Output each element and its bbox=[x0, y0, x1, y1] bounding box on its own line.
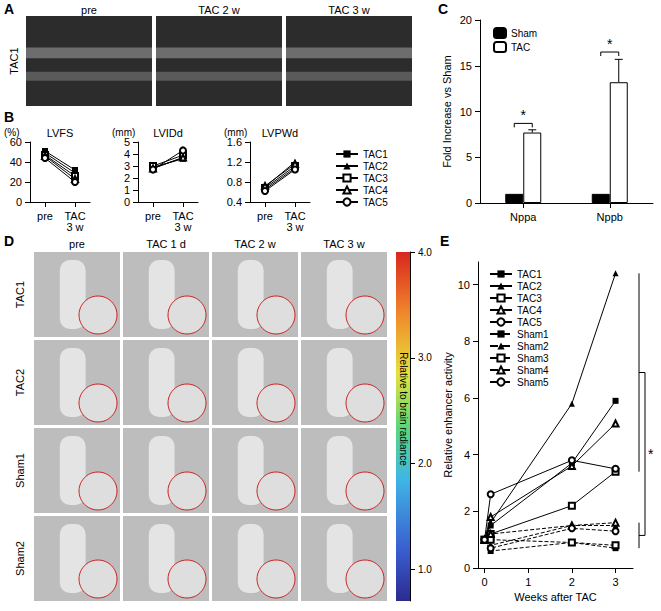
svg-text:3 w: 3 w bbox=[286, 221, 303, 233]
svg-text:pre: pre bbox=[81, 4, 97, 16]
svg-text:6: 6 bbox=[464, 392, 470, 404]
svg-text:60: 60 bbox=[10, 136, 22, 148]
svg-text:(mm): (mm) bbox=[224, 127, 247, 138]
svg-text:*: * bbox=[607, 36, 613, 52]
svg-text:TAC4: TAC4 bbox=[363, 185, 388, 196]
svg-text:Sham2: Sham2 bbox=[14, 541, 26, 576]
svg-text:TAC2: TAC2 bbox=[363, 161, 388, 172]
svg-text:3.0: 3.0 bbox=[418, 352, 432, 363]
svg-text:LVIDd: LVIDd bbox=[153, 127, 183, 139]
svg-text:Sham1: Sham1 bbox=[517, 329, 549, 340]
svg-text:3: 3 bbox=[124, 160, 130, 172]
svg-text:TAC4: TAC4 bbox=[517, 305, 542, 316]
svg-text:Sham5: Sham5 bbox=[517, 377, 549, 388]
svg-text:5: 5 bbox=[124, 136, 130, 148]
svg-text:Relative enhancer activity: Relative enhancer activity bbox=[442, 352, 454, 478]
svg-text:3: 3 bbox=[612, 576, 618, 588]
svg-text:TAC: TAC bbox=[511, 42, 530, 53]
svg-text:4: 4 bbox=[464, 449, 470, 461]
svg-text:pre: pre bbox=[69, 238, 85, 250]
svg-text:TAC 3 w: TAC 3 w bbox=[328, 4, 369, 16]
svg-text:A: A bbox=[4, 1, 14, 17]
svg-text:2.0: 2.0 bbox=[418, 458, 432, 469]
svg-text:Nppb: Nppb bbox=[597, 211, 623, 223]
svg-text:TAC1: TAC1 bbox=[363, 149, 388, 160]
svg-text:Fold Increase vs Sham: Fold Increase vs Sham bbox=[441, 55, 453, 168]
svg-text:2: 2 bbox=[569, 576, 575, 588]
svg-text:TAC 1 d: TAC 1 d bbox=[146, 238, 186, 250]
svg-text:TAC2: TAC2 bbox=[14, 369, 26, 396]
svg-text:0: 0 bbox=[16, 196, 22, 208]
svg-text:TAC5: TAC5 bbox=[517, 317, 542, 328]
svg-text:pre: pre bbox=[37, 210, 53, 222]
svg-text:TAC2: TAC2 bbox=[517, 281, 542, 292]
svg-text:Sham2: Sham2 bbox=[517, 341, 549, 352]
svg-text:TAC1: TAC1 bbox=[517, 269, 542, 280]
svg-text:3 w: 3 w bbox=[66, 221, 83, 233]
svg-text:E: E bbox=[440, 233, 449, 249]
svg-text:0: 0 bbox=[466, 197, 472, 209]
svg-text:Sham4: Sham4 bbox=[517, 365, 549, 376]
svg-text:1.6: 1.6 bbox=[227, 136, 242, 148]
svg-text:20: 20 bbox=[10, 176, 22, 188]
svg-text:4: 4 bbox=[124, 148, 130, 160]
svg-text:3 w: 3 w bbox=[174, 221, 191, 233]
svg-text:LVPWd: LVPWd bbox=[262, 127, 298, 139]
svg-text:0: 0 bbox=[124, 196, 130, 208]
svg-text:2: 2 bbox=[124, 172, 130, 184]
svg-text:5: 5 bbox=[466, 151, 472, 163]
svg-text:TAC 2 w: TAC 2 w bbox=[234, 238, 275, 250]
svg-text:TAC3: TAC3 bbox=[363, 173, 388, 184]
svg-text:C: C bbox=[438, 1, 448, 17]
svg-text:0.8: 0.8 bbox=[227, 176, 242, 188]
svg-text:0: 0 bbox=[464, 562, 470, 574]
svg-text:0.4: 0.4 bbox=[227, 196, 242, 208]
svg-text:1: 1 bbox=[124, 184, 130, 196]
svg-text:TAC 3 w: TAC 3 w bbox=[323, 238, 364, 250]
svg-text:(mm): (mm) bbox=[112, 127, 135, 138]
svg-text:TAC 2 w: TAC 2 w bbox=[198, 4, 239, 16]
svg-text:*: * bbox=[521, 107, 527, 123]
svg-text:LVFS: LVFS bbox=[47, 127, 74, 139]
svg-text:Sham3: Sham3 bbox=[517, 353, 549, 364]
svg-text:TAC: TAC bbox=[284, 209, 306, 222]
svg-text:TAC1: TAC1 bbox=[8, 47, 20, 74]
svg-text:10: 10 bbox=[460, 106, 472, 118]
svg-text:Weeks after TAC: Weeks after TAC bbox=[514, 591, 597, 603]
svg-text:TAC: TAC bbox=[64, 209, 86, 222]
svg-text:40: 40 bbox=[10, 156, 22, 168]
svg-text:pre: pre bbox=[257, 210, 273, 222]
svg-text:1.2: 1.2 bbox=[227, 156, 242, 168]
svg-text:20: 20 bbox=[460, 14, 472, 26]
svg-text:1: 1 bbox=[525, 576, 531, 588]
svg-text:2: 2 bbox=[464, 505, 470, 517]
svg-text:TAC: TAC bbox=[172, 209, 194, 222]
svg-text:Sham1: Sham1 bbox=[14, 453, 26, 488]
svg-text:D: D bbox=[4, 233, 14, 249]
svg-text:Relative to brain radiance: Relative to brain radiance bbox=[398, 352, 409, 466]
svg-text:10: 10 bbox=[458, 279, 470, 291]
svg-text:1.0: 1.0 bbox=[418, 564, 432, 575]
svg-text:TAC5: TAC5 bbox=[363, 197, 388, 208]
svg-text:0: 0 bbox=[481, 576, 487, 588]
svg-text:TAC1: TAC1 bbox=[14, 281, 26, 308]
svg-text:Nppa: Nppa bbox=[510, 211, 537, 223]
svg-text:4.0: 4.0 bbox=[418, 247, 432, 258]
svg-text:TAC3: TAC3 bbox=[517, 293, 542, 304]
svg-text:15: 15 bbox=[460, 60, 472, 72]
svg-text:pre: pre bbox=[145, 210, 161, 222]
svg-text:Sham: Sham bbox=[511, 28, 537, 39]
svg-text:B: B bbox=[4, 109, 14, 125]
svg-text:8: 8 bbox=[464, 335, 470, 347]
svg-text:*: * bbox=[648, 446, 654, 462]
svg-text:(%): (%) bbox=[4, 127, 20, 138]
